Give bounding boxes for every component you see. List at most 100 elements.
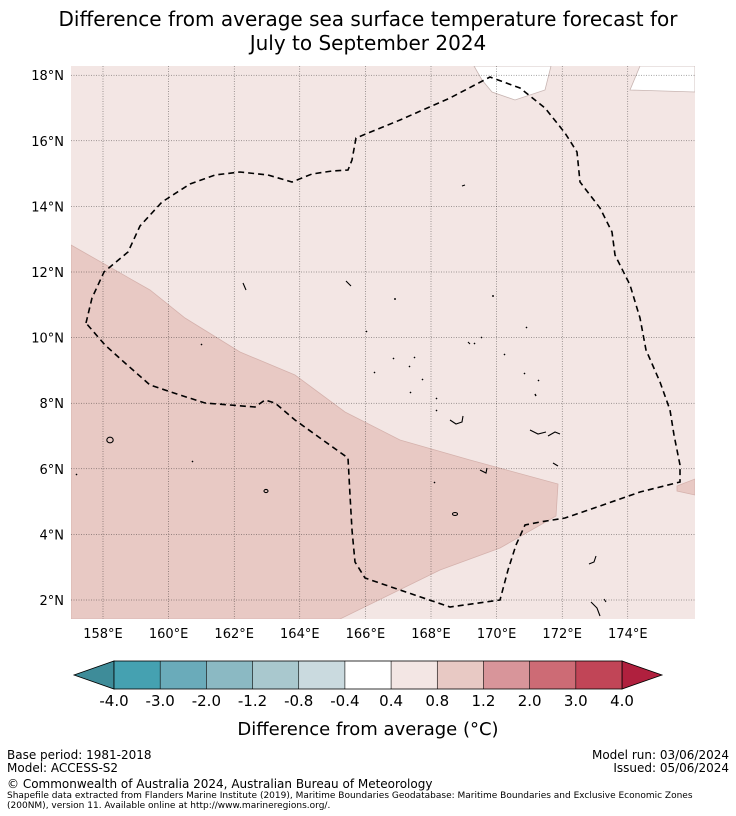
colorbar-tick-label: 0.4 bbox=[379, 692, 403, 710]
colorbar-tick-label: -4.0 bbox=[99, 692, 128, 710]
shapefile-credit-line-1: Shapefile data extracted from Flanders M… bbox=[7, 791, 693, 801]
lat-tick-label: 8°N bbox=[40, 397, 65, 412]
colorbar-segment bbox=[252, 661, 299, 689]
island bbox=[467, 341, 471, 345]
colorbar-tick-label: -0.8 bbox=[284, 692, 313, 710]
island bbox=[435, 397, 438, 400]
no-data-region-top-right bbox=[629, 66, 695, 93]
island bbox=[200, 343, 203, 346]
lon-tick-label: 174°E bbox=[608, 627, 648, 642]
copyright: © Commonwealth of Australia 2024, Austra… bbox=[7, 777, 433, 791]
colorbar-label: Difference from average (°C) bbox=[237, 719, 498, 740]
model-run-date: Model run: 03/06/2024 bbox=[591, 748, 729, 762]
anomaly-region-east-edge bbox=[676, 478, 695, 496]
colorbar-tick-label: -3.0 bbox=[146, 692, 175, 710]
island bbox=[461, 184, 466, 187]
colorbar-segment bbox=[483, 661, 530, 689]
islands bbox=[75, 184, 607, 617]
island bbox=[373, 371, 376, 374]
island bbox=[479, 467, 488, 474]
island bbox=[408, 365, 411, 368]
title-line-2: July to September 2024 bbox=[249, 31, 487, 55]
map-figure: 2°N 4°N 6°N 8°N 10°N 12°N 14°N 16°N 18°N 158°E 16… bbox=[31, 66, 695, 740]
colorbar-tick-label: 0.8 bbox=[425, 692, 449, 710]
lat-tick-label: 10°N bbox=[31, 332, 64, 347]
lon-tick-label: 172°E bbox=[542, 627, 582, 642]
lat-tick-label: 6°N bbox=[40, 463, 65, 478]
colorbar-tick-label: -0.4 bbox=[330, 692, 359, 710]
island bbox=[365, 330, 368, 333]
colorbar-segment bbox=[298, 661, 345, 689]
colorbar-tick-label: 4.0 bbox=[610, 692, 634, 710]
shapefile-credit-line-2: (200NM), version 11. Available online at… bbox=[7, 801, 331, 811]
no-data-region-top bbox=[473, 66, 552, 101]
island bbox=[451, 511, 459, 517]
lon-tick-label: 158°E bbox=[83, 627, 123, 642]
island bbox=[345, 280, 352, 287]
lon-tick-label: 166°E bbox=[346, 627, 386, 642]
longitude-labels: 158°E 160°E 162°E 164°E 166°E 168°E 170°E 172°E… bbox=[83, 627, 647, 642]
colorbar-segment bbox=[344, 661, 392, 689]
island bbox=[523, 372, 526, 375]
lat-tick-label: 16°N bbox=[31, 135, 64, 150]
island bbox=[409, 391, 412, 394]
island bbox=[534, 393, 537, 397]
island bbox=[552, 462, 559, 467]
island bbox=[421, 378, 424, 381]
island bbox=[75, 473, 78, 476]
model-name: Model: ACCESS-S2 bbox=[7, 761, 119, 775]
lon-tick-label: 168°E bbox=[411, 627, 451, 642]
island bbox=[435, 409, 438, 412]
colorbar bbox=[72, 660, 664, 690]
colorbar-tick-labels: -4.0 -3.0 -2.0 -1.2 -0.8 -0.4 0.4 0.8 1.2 2.0 3.0 4… bbox=[99, 692, 634, 710]
colorbar-frame bbox=[113, 660, 623, 690]
island bbox=[433, 481, 436, 484]
lat-tick-label: 4°N bbox=[40, 528, 65, 543]
latitude-labels: 2°N 4°N 6°N 8°N 10°N 12°N 14°N 16°N 18°N bbox=[31, 69, 64, 609]
lon-tick-label: 160°E bbox=[149, 627, 189, 642]
colorbar-tick-label: 2.0 bbox=[518, 692, 542, 710]
island bbox=[529, 429, 547, 435]
colorbar-tick-label: 3.0 bbox=[564, 692, 588, 710]
issued-date: Issued: 05/06/2024 bbox=[613, 761, 729, 775]
lat-tick-label: 18°N bbox=[31, 69, 64, 84]
colorbar-segment bbox=[437, 661, 484, 689]
island bbox=[480, 336, 483, 339]
island bbox=[588, 555, 597, 565]
island bbox=[413, 356, 416, 359]
island bbox=[242, 282, 247, 291]
island bbox=[525, 326, 528, 329]
colorbar-tick-label: 1.2 bbox=[472, 692, 496, 710]
colorbar-segment bbox=[114, 661, 161, 689]
island bbox=[191, 460, 194, 463]
lat-tick-label: 14°N bbox=[31, 200, 64, 215]
island bbox=[503, 353, 506, 356]
colorbar-tick-label: -2.0 bbox=[192, 692, 221, 710]
island bbox=[392, 357, 395, 360]
gridlines bbox=[71, 66, 695, 619]
island bbox=[537, 379, 540, 382]
colorbar-segment bbox=[206, 661, 253, 689]
lon-tick-label: 164°E bbox=[280, 627, 320, 642]
colorbar-segment bbox=[160, 661, 207, 689]
map-title: Difference from average sea surface temp… bbox=[0, 7, 736, 55]
island bbox=[603, 598, 607, 603]
lon-tick-label: 162°E bbox=[214, 627, 254, 642]
island bbox=[547, 431, 561, 437]
island bbox=[473, 342, 476, 345]
lat-tick-label: 2°N bbox=[40, 594, 65, 609]
island bbox=[590, 601, 601, 617]
island bbox=[449, 415, 464, 425]
colorbar-over-arrow bbox=[621, 660, 664, 690]
colorbar-segment bbox=[391, 661, 438, 689]
base-period: Base period: 1981-2018 bbox=[7, 748, 152, 762]
colorbar-tick-label: -1.2 bbox=[238, 692, 267, 710]
title-line-1: Difference from average sea surface temp… bbox=[58, 7, 678, 31]
island bbox=[106, 436, 114, 444]
colorbar-segment bbox=[575, 661, 622, 689]
island bbox=[263, 488, 269, 494]
lon-tick-label: 170°E bbox=[477, 627, 517, 642]
eez-boundary bbox=[85, 76, 681, 608]
colorbar-under-arrow bbox=[72, 660, 115, 690]
lat-tick-label: 12°N bbox=[31, 266, 64, 281]
